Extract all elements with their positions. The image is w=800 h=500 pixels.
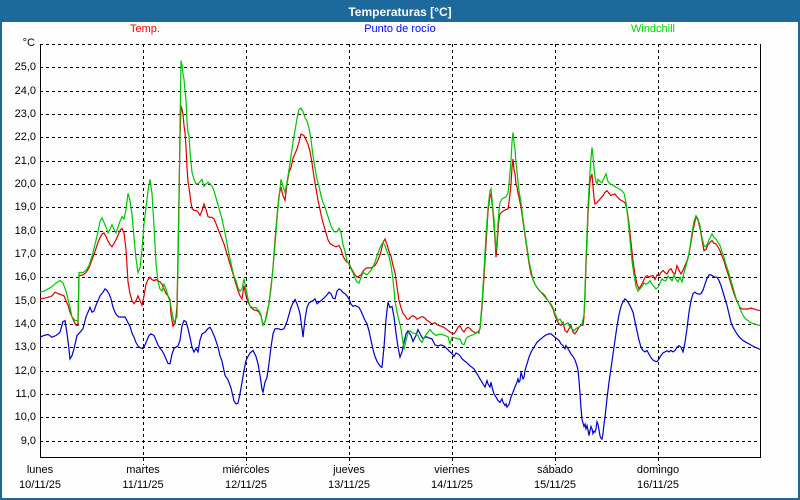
y-tick-label: 12,0 [14, 364, 36, 377]
y-tick-label: 9,0 [20, 434, 36, 447]
y-tick-label: 21,0 [14, 154, 36, 167]
x-tick-date: 16/11/25 [636, 479, 679, 491]
x-tick-weekday: miércoles [222, 464, 270, 476]
y-tick-label: 23,0 [14, 107, 36, 120]
x-tick: martes 11/11/25 [98, 464, 188, 492]
legend-item-temp-: Temp. [130, 23, 160, 35]
x-tick: domingo 16/11/25 [613, 464, 703, 492]
x-tick-date: 14/11/25 [430, 479, 473, 491]
y-axis-unit: °C [22, 37, 35, 49]
x-tick: viernes 14/11/25 [407, 464, 497, 492]
legend-item-punto-de-roc-o: Punto de rocío [364, 23, 436, 35]
x-tick: jueves 13/11/25 [304, 464, 394, 492]
series-line-temp- [40, 105, 761, 335]
y-tick-label: 25,0 [14, 61, 36, 74]
window-title: Temperaturas [°C] [2, 2, 798, 22]
y-tick-label: 17,0 [14, 247, 36, 260]
x-tick: lunes 10/11/25 [2, 464, 85, 492]
x-tick-date: 12/11/25 [224, 479, 267, 491]
y-tick-label: 16,0 [14, 271, 36, 284]
x-tick-weekday: lunes [26, 464, 54, 476]
x-tick-date: 13/11/25 [327, 479, 370, 491]
chart-legend: Temp. Punto de rocío Windchill [2, 23, 798, 39]
y-tick-label: 24,0 [14, 84, 36, 97]
y-tick-label: 15,0 [14, 294, 36, 307]
y-tick-label: 19,0 [14, 201, 36, 214]
x-tick-weekday: sábado [536, 464, 574, 476]
x-tick: miércoles 12/11/25 [201, 464, 291, 492]
x-tick-date: 11/11/25 [122, 479, 164, 491]
legend-item-windchill: Windchill [630, 23, 676, 35]
x-tick-date: 15/11/25 [533, 479, 576, 491]
x-tick-weekday: jueves [333, 464, 365, 476]
y-tick-label: 22,0 [14, 131, 36, 144]
series-line-windchill [40, 60, 761, 350]
y-tick-label: 14,0 [14, 317, 36, 330]
y-tick-label: 10,0 [14, 411, 36, 424]
y-tick-label: 18,0 [14, 224, 36, 237]
x-tick: sábado 15/11/25 [510, 464, 600, 492]
y-tick-label: 13,0 [14, 341, 36, 354]
x-tick-weekday: viernes [434, 464, 470, 476]
x-tick-weekday: martes [126, 464, 160, 476]
series-line-punto-de-roc-o [40, 274, 761, 441]
temperature-chart [40, 44, 761, 465]
x-tick-date: 10/11/25 [18, 479, 61, 491]
plot-area [40, 44, 761, 465]
y-tick-label: 11,0 [15, 387, 36, 400]
y-tick-label: 20,0 [14, 177, 36, 190]
x-tick-weekday: domingo [636, 464, 680, 476]
